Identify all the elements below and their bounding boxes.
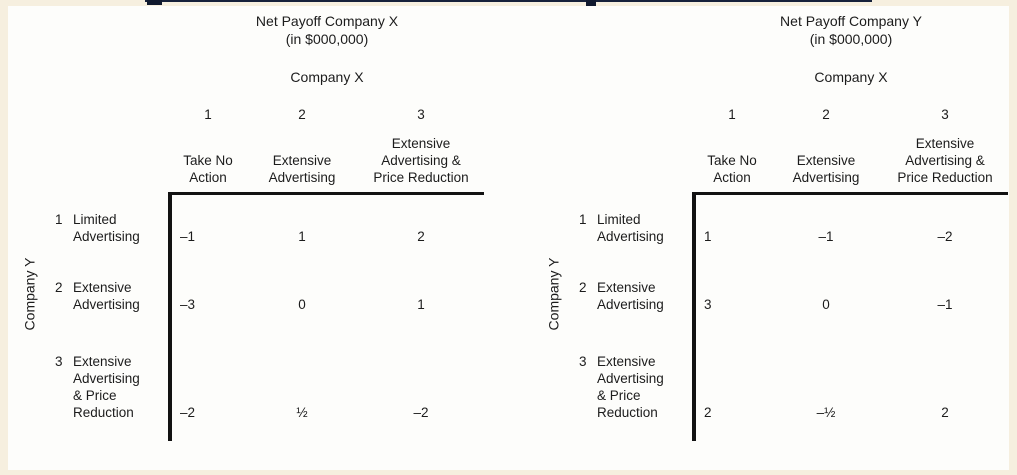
payoff-cell: –½ xyxy=(816,405,836,420)
row-number: 1 xyxy=(579,212,587,227)
matrix-vertical-rule xyxy=(168,192,172,441)
column-header-take-no-action: Take No Action xyxy=(183,153,233,185)
column-number-2: 2 xyxy=(822,107,830,122)
matrix-horizontal-rule xyxy=(168,192,484,195)
payoff-cell: 3 xyxy=(704,297,712,312)
row-number: 3 xyxy=(55,354,63,369)
row-axis-label: Company Y xyxy=(21,257,38,331)
payoff-cell: 1 xyxy=(417,297,425,312)
matrix-title: Net Payoff Company Y xyxy=(780,13,922,29)
row-label-text: Extensive Advertising & Price Reduction xyxy=(597,354,664,420)
row-label-text: Limited Advertising xyxy=(597,212,664,244)
column-number-3: 3 xyxy=(941,107,949,122)
payoff-cell: 2 xyxy=(941,405,949,420)
row-axis-label: Company Y xyxy=(545,257,562,331)
payoff-cell: –2 xyxy=(937,229,953,244)
column-number-3: 3 xyxy=(417,107,425,122)
matrix-subtitle: (in $000,000) xyxy=(285,31,369,47)
column-header-take-no-action: Take No Action xyxy=(707,153,757,185)
cropped-text-artifact xyxy=(586,0,596,6)
payoff-cell: –2 xyxy=(413,405,429,420)
row-label: 1 Limited Advertising xyxy=(534,211,692,245)
payoff-cell: –1 xyxy=(818,229,834,244)
figure-panel xyxy=(8,6,1009,470)
payoff-cell: –2 xyxy=(180,405,196,420)
payoff-cell: 2 xyxy=(704,405,712,420)
payoff-cell: ½ xyxy=(296,405,308,420)
payoff-matrix-company-y: Net Payoff Company Y (in $000,000) Compa… xyxy=(534,6,1010,441)
payoff-cell: –1 xyxy=(937,297,953,312)
column-axis-label: Company X xyxy=(290,69,364,85)
row-label-text: Limited Advertising xyxy=(73,212,140,244)
row-label: 3 Extensive Advertising & Price Reductio… xyxy=(10,353,168,421)
payoff-cell: 2 xyxy=(417,229,425,244)
matrix-title: Net Payoff Company X xyxy=(255,13,399,29)
payoff-matrix-company-x: Net Payoff Company X (in $000,000) Compa… xyxy=(10,6,486,441)
row-label: 2 Extensive Advertising xyxy=(534,279,692,313)
payoff-cell: 1 xyxy=(704,229,712,244)
cropped-text-artifact xyxy=(147,0,162,5)
row-number: 1 xyxy=(55,212,63,227)
row-label-text: Extensive Advertising xyxy=(597,280,664,312)
cropped-text-artifact xyxy=(145,0,872,2)
column-header-extensive-advertising: Extensive Advertising xyxy=(792,153,860,185)
row-number: 3 xyxy=(579,354,587,369)
row-number: 2 xyxy=(55,280,63,295)
row-label-text: Extensive Advertising xyxy=(73,280,140,312)
payoff-cell: –1 xyxy=(180,229,196,244)
column-header-extensive-advertising: Extensive Advertising xyxy=(268,153,336,185)
row-number: 2 xyxy=(579,280,587,295)
payoff-cell: –3 xyxy=(180,297,196,312)
payoff-matrices: Net Payoff Company X (in $000,000) Compa… xyxy=(10,6,1010,441)
column-number-1: 1 xyxy=(204,107,212,122)
row-label: 2 Extensive Advertising xyxy=(10,279,168,313)
matrix-horizontal-rule xyxy=(692,192,1008,195)
row-label: 3 Extensive Advertising & Price Reductio… xyxy=(534,353,692,421)
matrix-subtitle: (in $000,000) xyxy=(809,31,893,47)
column-header-extensive-advertising-price-reduction: Extensive Advertising & Price Reduction xyxy=(373,136,469,185)
matrix-body: 1 Limited Advertising –1 1 2 2 Extensive… xyxy=(10,192,486,441)
column-number-2: 2 xyxy=(298,107,306,122)
payoff-cell: 1 xyxy=(298,229,306,244)
column-axis-label: Company X xyxy=(814,69,888,85)
payoff-cell: 0 xyxy=(298,297,306,312)
row-label: 1 Limited Advertising xyxy=(10,211,168,245)
matrix-body: 1 Limited Advertising 1 –1 –2 2 Extensiv… xyxy=(534,192,1010,441)
matrix-vertical-rule xyxy=(692,192,696,441)
row-label-text: Extensive Advertising & Price Reduction xyxy=(73,354,140,420)
column-number-1: 1 xyxy=(728,107,736,122)
payoff-cell: 0 xyxy=(822,297,830,312)
column-header-extensive-advertising-price-reduction: Extensive Advertising & Price Reduction xyxy=(897,136,993,185)
